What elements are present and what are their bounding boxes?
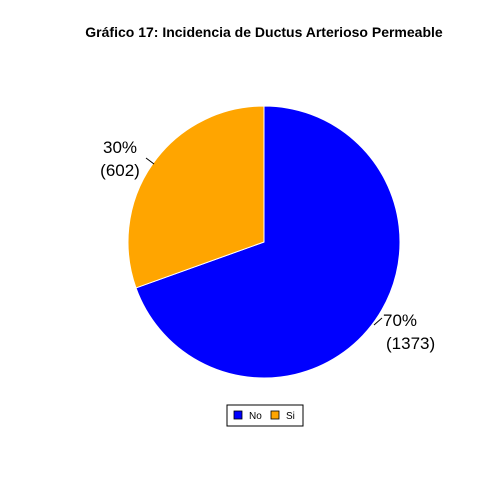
legend-swatch-no [234,411,242,419]
pie-slices [128,106,400,378]
leader-line-si [146,158,154,164]
chart-title: Gráfico 17: Incidencia de Ductus Arterio… [85,24,443,40]
slice-count-label-si: (602) [100,161,140,180]
legend-swatch-si [271,411,279,419]
slice-percent-label-si: 30% [103,138,137,157]
legend: No Si [227,405,303,426]
legend-label-no: No [249,411,262,422]
slice-count-label-no: (1373) [386,334,435,353]
legend-label-si: Si [286,411,295,422]
slice-percent-label-no: 70% [383,311,417,330]
